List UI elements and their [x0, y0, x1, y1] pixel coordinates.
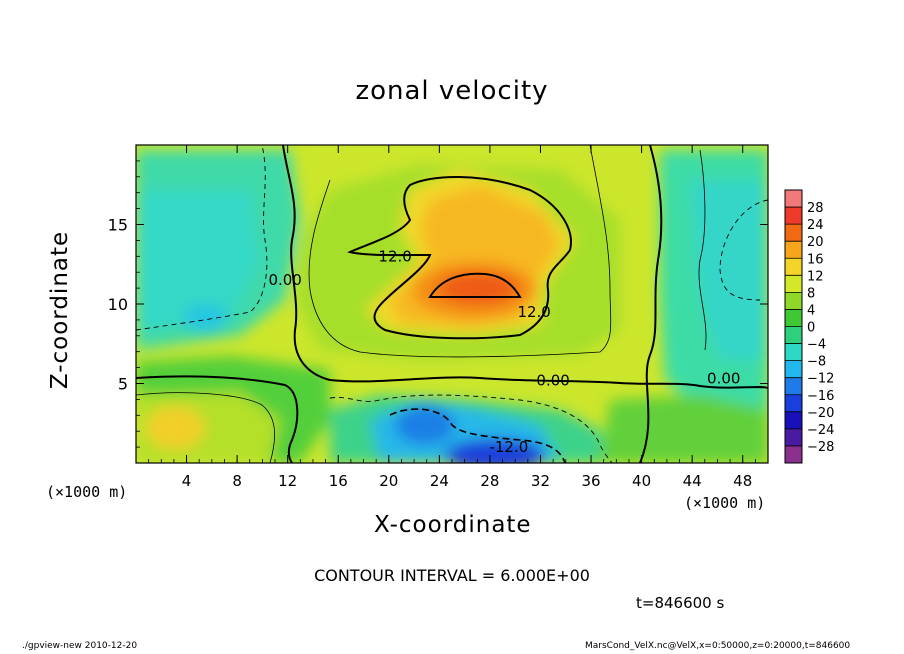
- colorbar-swatch: [785, 343, 802, 362]
- colorbar-swatch: [785, 411, 802, 430]
- x-axis-label: X-coordinate: [374, 512, 532, 538]
- footer-right: MarsCond_VelX.nc@VelX,x=0:50000,z=0:2000…: [585, 641, 851, 651]
- x-tick-label: 20: [379, 472, 398, 490]
- x-tick-label: 4: [182, 472, 192, 490]
- x-tick-label: 24: [430, 472, 449, 490]
- x-unit-right: (×1000 m): [684, 494, 766, 512]
- colorbar-label: 20: [807, 235, 824, 250]
- x-tick-label: 16: [329, 472, 348, 490]
- colorbar-swatch: [785, 309, 802, 327]
- x-tick-label: 32: [531, 472, 550, 490]
- contour-label: 0.00: [536, 371, 569, 389]
- colorbar-swatch: [785, 326, 802, 345]
- colorbar-label: −4: [807, 338, 826, 353]
- y-axis-label: Z-coordinate: [47, 230, 73, 390]
- chart-title: zonal velocity: [355, 76, 549, 106]
- colorbar-swatch: [785, 445, 802, 464]
- x-tick-label: 48: [733, 472, 752, 490]
- colorbar-swatch: [785, 394, 802, 413]
- colorbar-label: 4: [807, 303, 815, 318]
- x-unit-left: (×1000 m): [46, 483, 128, 501]
- footer-left: ./gpview-new 2010-12-20: [22, 641, 138, 651]
- colorbar-swatch: [785, 275, 802, 293]
- colorbar-swatch: [785, 377, 802, 396]
- colorbar-swatch: [785, 292, 802, 310]
- y-tick-label: 10: [108, 295, 128, 314]
- time-stamp: t=846600 s: [636, 594, 725, 612]
- y-tick-label: 5: [118, 375, 128, 394]
- colorbar-swatch: [785, 224, 802, 242]
- x-tick-label: 28: [480, 472, 499, 490]
- x-tick-label: 40: [632, 472, 651, 490]
- contour-labels: 12.0 12.0 0.00 0.00 0.00 -12.0: [268, 247, 740, 456]
- contour-label: 0.00: [707, 370, 740, 388]
- colorbar-swatch: [785, 190, 802, 208]
- colorbar-label: 28: [807, 201, 824, 216]
- x-tick-label: 8: [232, 472, 242, 490]
- colorbar-label: 24: [807, 218, 824, 233]
- x-tick-label: 36: [581, 472, 600, 490]
- colorbar-label: 8: [807, 286, 815, 301]
- colorbar-swatch: [785, 241, 802, 259]
- colorbar-label: −20: [807, 406, 834, 421]
- contour-lines: [136, 145, 768, 463]
- y-tick-label: 15: [108, 216, 128, 235]
- colorbar-label: 16: [807, 252, 824, 267]
- contour-label: 12.0: [517, 303, 550, 321]
- contour-label: -12.0: [489, 438, 528, 456]
- contour-label: 0.00: [268, 271, 301, 289]
- color-field: [136, 145, 768, 463]
- contour-interval-note: CONTOUR INTERVAL = 6.000E+00: [314, 566, 590, 585]
- contour-label: 12.0: [378, 247, 411, 265]
- colorbar-label: −16: [807, 389, 834, 404]
- colorbar-label: 0: [807, 321, 815, 336]
- x-tick-label: 44: [683, 472, 702, 490]
- colorbar-swatch: [785, 258, 802, 276]
- colorbar-label: −28: [807, 440, 834, 455]
- colorbar: 28 24 20 16 12 8 4 0 −4 −8 −12 −16 −20 −24 −28: [784, 189, 834, 464]
- colorbar-swatch: [785, 207, 802, 225]
- colorbar-swatch: [785, 428, 802, 447]
- colorbar-swatch: [785, 360, 802, 379]
- colorbar-label: −8: [807, 355, 826, 370]
- x-tick-label: 12: [278, 472, 297, 490]
- colorbar-label: −24: [807, 423, 834, 438]
- colorbar-label: 12: [807, 269, 824, 284]
- colorbar-label: −12: [807, 372, 834, 387]
